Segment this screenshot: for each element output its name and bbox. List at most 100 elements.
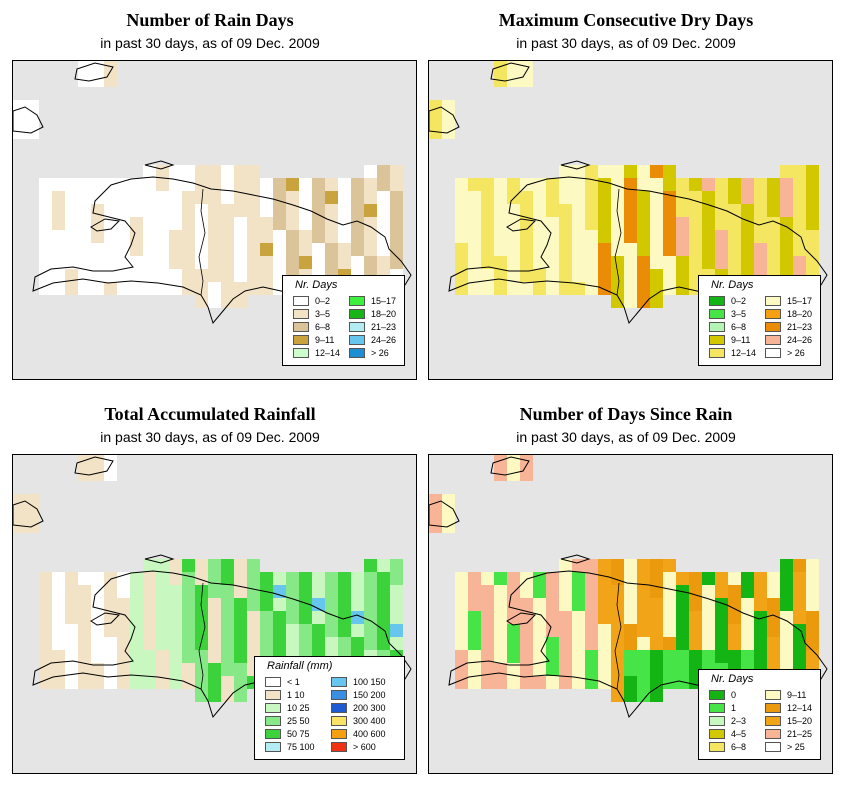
grid-cell [650,650,663,663]
grid-cell [494,191,507,204]
grid-cell [429,100,442,113]
grid-cell [39,256,52,269]
grid-cell [143,611,156,624]
grid-cell [182,256,195,269]
grid-cell [468,282,481,295]
grid-cell [494,637,507,650]
grid-cell [793,572,806,585]
legend-item: 6–8 [709,741,746,753]
grid-cell [286,598,299,611]
grid-cell [299,243,312,256]
grid-cell [663,243,676,256]
grid-cell [507,455,520,468]
grid-cell [13,520,26,533]
grid-cell [793,598,806,611]
legend-label: 2–3 [731,716,747,726]
legend-swatch [293,296,309,306]
legend-label: 21–25 [787,729,813,739]
grid-cell [234,269,247,282]
grid-cell [208,598,221,611]
grid-cell [546,676,559,689]
legend-item: 0 [709,689,736,701]
grid-cell [221,624,234,637]
grid-cell [546,243,559,256]
grid-cell [637,269,650,282]
grid-cell [793,165,806,178]
grid-cell [598,178,611,191]
grid-cell [117,217,130,230]
grid-cell [546,256,559,269]
grid-cell [481,624,494,637]
grid-cell [234,230,247,243]
grid-cell [364,598,377,611]
grid-cell [468,663,481,676]
grid-cell [104,282,117,295]
legend-label: 0–2 [315,296,331,306]
grid-cell [390,204,403,217]
grid-cell [481,663,494,676]
legend-swatch [265,729,281,739]
grid-cell [702,243,715,256]
grid-cell [221,230,234,243]
grid-cell [572,204,585,217]
grid-cell [481,230,494,243]
grid-cell [286,256,299,269]
grid-cell [598,598,611,611]
grid-cell [364,165,377,178]
grid-cell [780,230,793,243]
grid-cell [507,230,520,243]
legend-label: 9–11 [315,335,335,345]
grid-cell [117,663,130,676]
grid-cell [741,204,754,217]
grid-cell [130,178,143,191]
grid-cell [702,217,715,230]
grid-cell [624,598,637,611]
grid-cell [598,230,611,243]
grid-cell [585,165,598,178]
grid-cell [117,178,130,191]
grid-cell [624,191,637,204]
grid-cell [637,256,650,269]
legend-item: > 600 [331,741,376,753]
grid-cell [117,204,130,217]
grid-cell [650,204,663,217]
grid-cell [52,585,65,598]
panel-title: Number of Rain Days [126,10,294,30]
grid-cell [104,204,117,217]
grid-cell [91,243,104,256]
grid-cell [624,243,637,256]
grid-cell [299,598,312,611]
grid-cell [806,572,819,585]
grid-cell [728,637,741,650]
grid-cell [702,191,715,204]
legend-item: 0–2 [293,295,330,307]
grid-cell [559,559,572,572]
coastline-outline [429,106,460,134]
grid-cell [104,637,117,650]
grid-cell [624,178,637,191]
coastline-outline [560,554,591,564]
legend-item: > 25 [765,741,805,753]
coastline-outline [490,62,530,82]
grid-cell [611,598,624,611]
coastline-outline [144,160,175,170]
legend-swatch [349,309,365,319]
grid-cell [676,282,689,295]
grid-cell [390,165,403,178]
legend-label: > 26 [787,348,805,358]
grid-cell [91,468,104,481]
legend-item: 150 200 [331,689,386,701]
grid-cell [78,624,91,637]
grid-cell [234,689,247,702]
grid-cell [715,243,728,256]
grid-cell [741,230,754,243]
map-canvas [429,455,828,719]
grid-cell [208,295,221,308]
grid-cell [286,624,299,637]
grid-cell [611,243,624,256]
grid-cell [611,676,624,689]
grid-cell [520,598,533,611]
grid-cell [52,282,65,295]
grid-cell [65,204,78,217]
legend-swatch [765,729,781,739]
